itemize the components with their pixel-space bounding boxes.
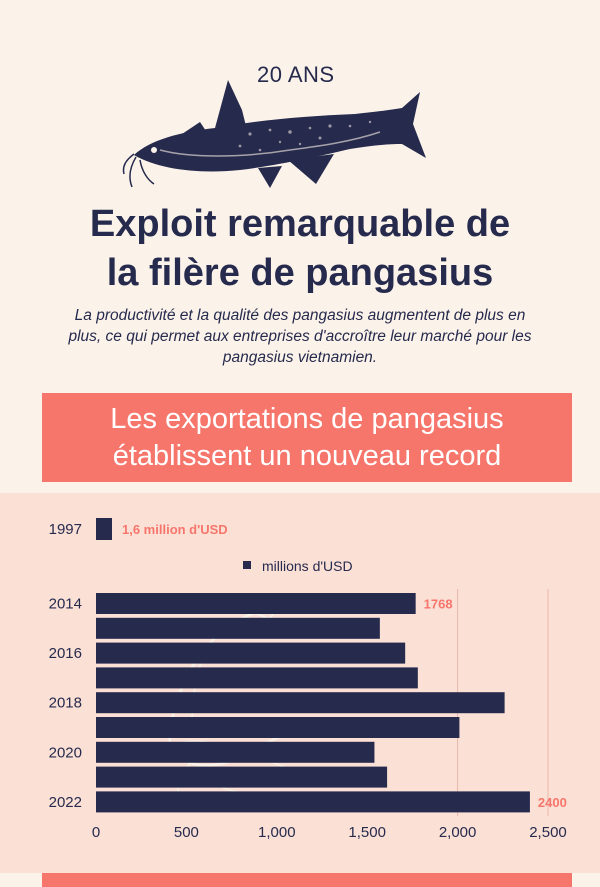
bar-2020: [96, 741, 375, 763]
y-tick-label-2016: 2016: [49, 645, 82, 662]
banner-line-2: établissent un nouveau record: [112, 439, 502, 472]
y-tick-label-2020: 2020: [49, 744, 82, 761]
x-tick-label-0: 0: [92, 824, 100, 841]
baseline-value-label: 1,6 million d'USD: [122, 522, 228, 537]
x-tick-label-2500: 2,500: [529, 824, 567, 841]
bar-2022: [96, 791, 530, 813]
y-tick-label-2014: 2014: [49, 596, 82, 613]
axis-labels: 2014 2016 2018 2020 2022 0 500 1,000 1,500 2,000 2…: [49, 596, 567, 842]
legend: millions d'USD: [243, 558, 353, 574]
x-tick-label-500: 500: [174, 824, 199, 841]
x-tick-label-2000: 2,000: [439, 824, 477, 841]
x-tick-label-1500: 1,500: [348, 824, 386, 841]
page-subtitle: La productivité et la qualité des pangas…: [68, 307, 532, 366]
bar-2018: [96, 692, 505, 714]
anniversary-badge: 20 ANS: [257, 62, 335, 87]
next-section-banner-edge: [42, 873, 572, 887]
banner-line-1: Les exportations de pangasius: [110, 402, 504, 435]
legend-label: millions d'USD: [262, 558, 353, 574]
bar-2017: [96, 667, 418, 689]
baseline-bar: [96, 518, 112, 540]
export-bar-chart: 1768 2400 2014 2016 2018 2020 2022 0 500 1,000 1,…: [49, 518, 567, 842]
baseline-year-label: 1997: [49, 521, 82, 538]
bar-2015: [96, 617, 380, 639]
y-tick-label-2022: 2022: [49, 794, 82, 811]
baseline-row: 1997 1,6 million d'USD: [49, 518, 228, 540]
title-line-2: la filère de pangasius: [106, 252, 494, 294]
bar-2021: [96, 766, 388, 788]
section-banner: Les exportations de pangasius établissen…: [42, 393, 572, 482]
y-tick-label-2018: 2018: [49, 695, 82, 712]
data-label-2022: 2400: [538, 795, 567, 810]
x-tick-label-1000: 1,000: [258, 824, 296, 841]
legend-swatch: [243, 561, 251, 569]
page-title: Exploit remarquable de la filère de pang…: [40, 200, 560, 298]
bars: 1768 2400: [96, 593, 567, 813]
catfish-illustration-icon: [122, 80, 426, 188]
title-line-1: Exploit remarquable de: [89, 203, 511, 245]
bar-2014: [96, 593, 416, 614]
data-label-2014: 1768: [424, 597, 453, 612]
bar-2019: [96, 717, 460, 738]
bar-2016: [96, 642, 406, 664]
